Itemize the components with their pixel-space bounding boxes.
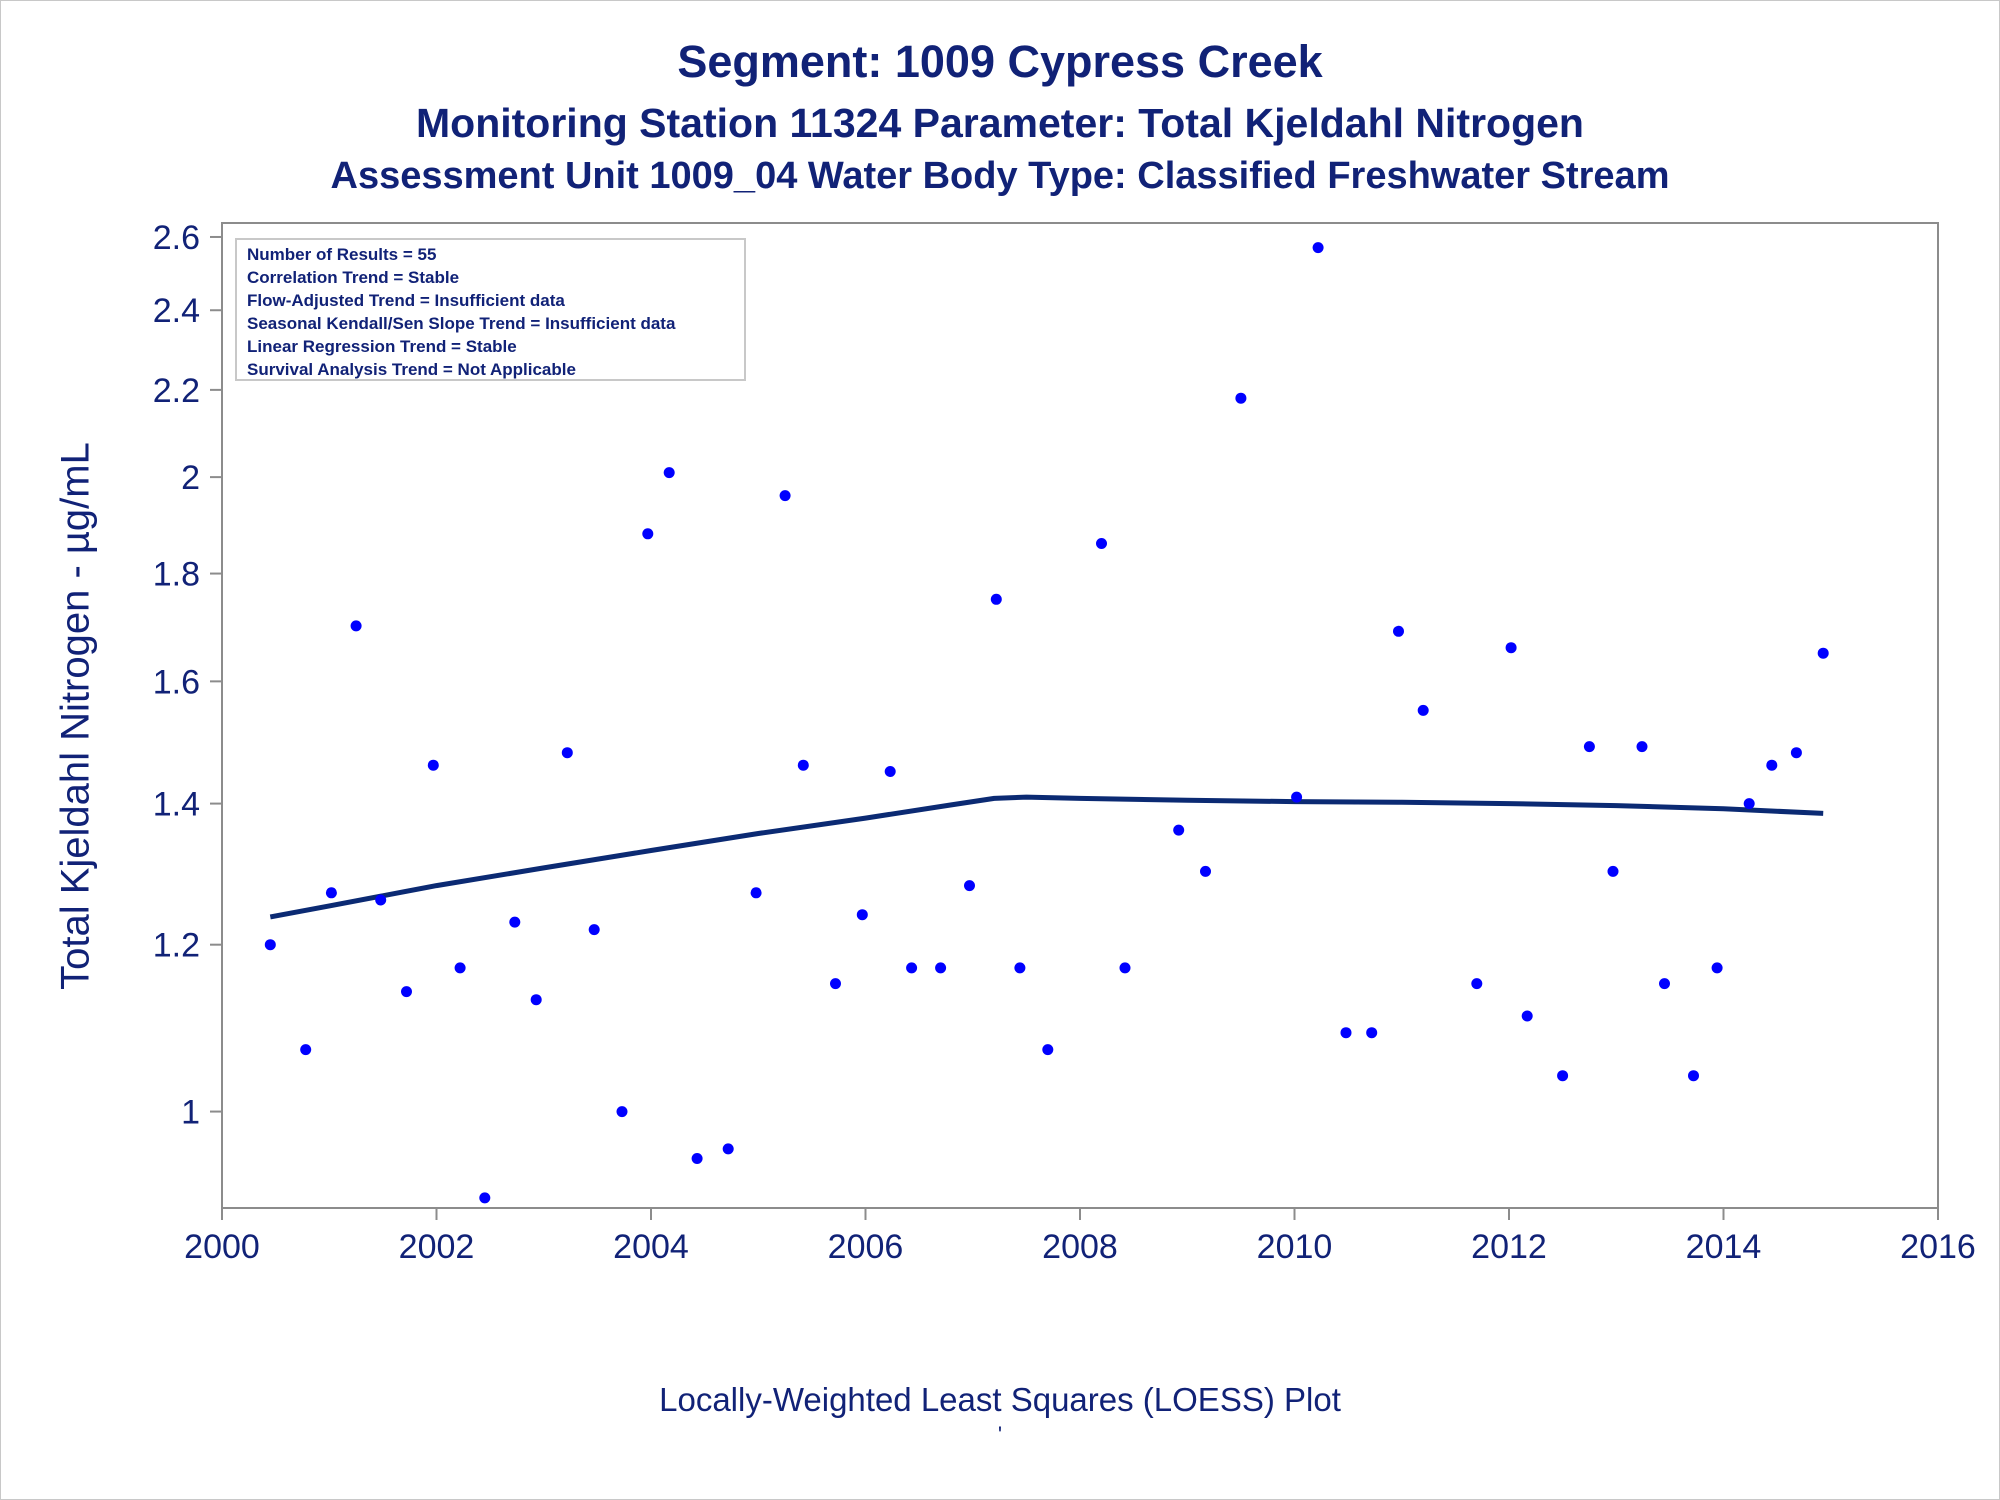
data-point: [1607, 865, 1619, 877]
x-tick-label: 2010: [1257, 1228, 1333, 1266]
data-point: [1312, 242, 1324, 254]
stats-line: Seasonal Kendall/Sen Slope Trend = Insuf…: [247, 314, 676, 333]
chart-subtitle-2: Assessment Unit 1009_04 Water Body Type:…: [330, 155, 1670, 197]
stats-line: Flow-Adjusted Trend = Insufficient data: [247, 291, 565, 310]
data-point: [1766, 759, 1778, 771]
data-point: [454, 962, 466, 974]
data-point: [530, 994, 542, 1006]
data-point: [935, 962, 947, 974]
data-point: [1471, 978, 1483, 990]
data-point: [1711, 962, 1723, 974]
data-point: [1521, 1010, 1533, 1022]
data-point: [350, 620, 362, 632]
data-point: [642, 528, 654, 540]
data-point: [722, 1143, 734, 1155]
data-point: [1042, 1044, 1054, 1056]
data-point: [1743, 798, 1755, 810]
x-tick-label: 2012: [1471, 1228, 1547, 1266]
data-point: [1119, 962, 1131, 974]
data-point: [1659, 978, 1670, 990]
y-tick-label: 2: [181, 459, 200, 497]
data-point: [964, 880, 975, 892]
chart-footnote-mark: ': [997, 1422, 1003, 1447]
data-point: [906, 962, 918, 974]
y-tick-label: 1.4: [153, 786, 200, 824]
data-point: [616, 1106, 628, 1118]
stats-line: Linear Regression Trend = Stable: [247, 337, 517, 356]
data-point: [1366, 1027, 1378, 1039]
data-point: [1557, 1070, 1569, 1082]
data-point: [588, 924, 600, 936]
data-point: [427, 759, 439, 771]
stats-line: Correlation Trend = Stable: [247, 268, 459, 287]
data-point: [264, 939, 276, 951]
data-point: [1583, 741, 1595, 753]
data-point: [375, 894, 387, 906]
x-tick-label: 2000: [184, 1228, 260, 1266]
data-point: [663, 467, 675, 479]
x-tick-label: 2006: [828, 1228, 904, 1266]
stats-line: Number of Results = 55: [247, 245, 436, 264]
data-point: [1200, 865, 1211, 877]
y-tick-label: 1.8: [153, 556, 200, 594]
data-point: [856, 909, 868, 921]
chart-subtitle: Monitoring Station 11324 Parameter: Tota…: [416, 100, 1584, 146]
y-tick-label: 1.6: [153, 663, 200, 701]
x-tick-label: 2014: [1686, 1228, 1762, 1266]
data-point: [1291, 791, 1303, 803]
stats-box: [235, 238, 746, 381]
data-point: [1235, 392, 1247, 404]
data-point: [1173, 824, 1185, 836]
data-point: [830, 978, 841, 990]
y-tick-label: 2.6: [153, 219, 200, 257]
data-point: [401, 986, 412, 998]
stats-line: Survival Analysis Trend = Not Applicable: [247, 360, 576, 379]
chart-title: Segment: 1009 Cypress Creek: [677, 36, 1323, 87]
data-point: [509, 916, 521, 928]
chart-footnote: Locally-Weighted Least Squares (LOESS) P…: [659, 1381, 1341, 1418]
data-point: [325, 887, 337, 899]
y-tick-label: 1: [181, 1094, 200, 1132]
data-point: [750, 887, 762, 899]
x-tick-label: 2016: [1900, 1228, 1976, 1266]
x-tick-label: 2004: [613, 1228, 689, 1266]
data-point: [1340, 1027, 1352, 1039]
data-point: [1790, 747, 1802, 759]
x-tick-label: 2002: [399, 1228, 475, 1266]
data-point: [691, 1153, 703, 1164]
y-tick-label: 2.2: [153, 372, 200, 410]
data-point: [1014, 962, 1026, 974]
data-point: [300, 1044, 312, 1056]
data-point: [990, 593, 1002, 605]
x-tick-label: 2008: [1042, 1228, 1118, 1266]
data-point: [1636, 741, 1648, 753]
loess-line: [269, 794, 1824, 920]
y-tick-label: 1.2: [153, 927, 200, 965]
y-tick-label: 2.4: [153, 292, 200, 330]
data-point: [1688, 1070, 1699, 1082]
data-point: [884, 766, 896, 777]
data-point: [1505, 642, 1517, 654]
data-point: [1393, 625, 1404, 637]
data-point: [1417, 704, 1429, 716]
data-point: [561, 747, 573, 759]
data-point: [797, 759, 809, 771]
data-point: [779, 490, 791, 502]
data-point: [1096, 538, 1107, 549]
data-point: [479, 1192, 491, 1204]
data-point: [1817, 647, 1829, 659]
